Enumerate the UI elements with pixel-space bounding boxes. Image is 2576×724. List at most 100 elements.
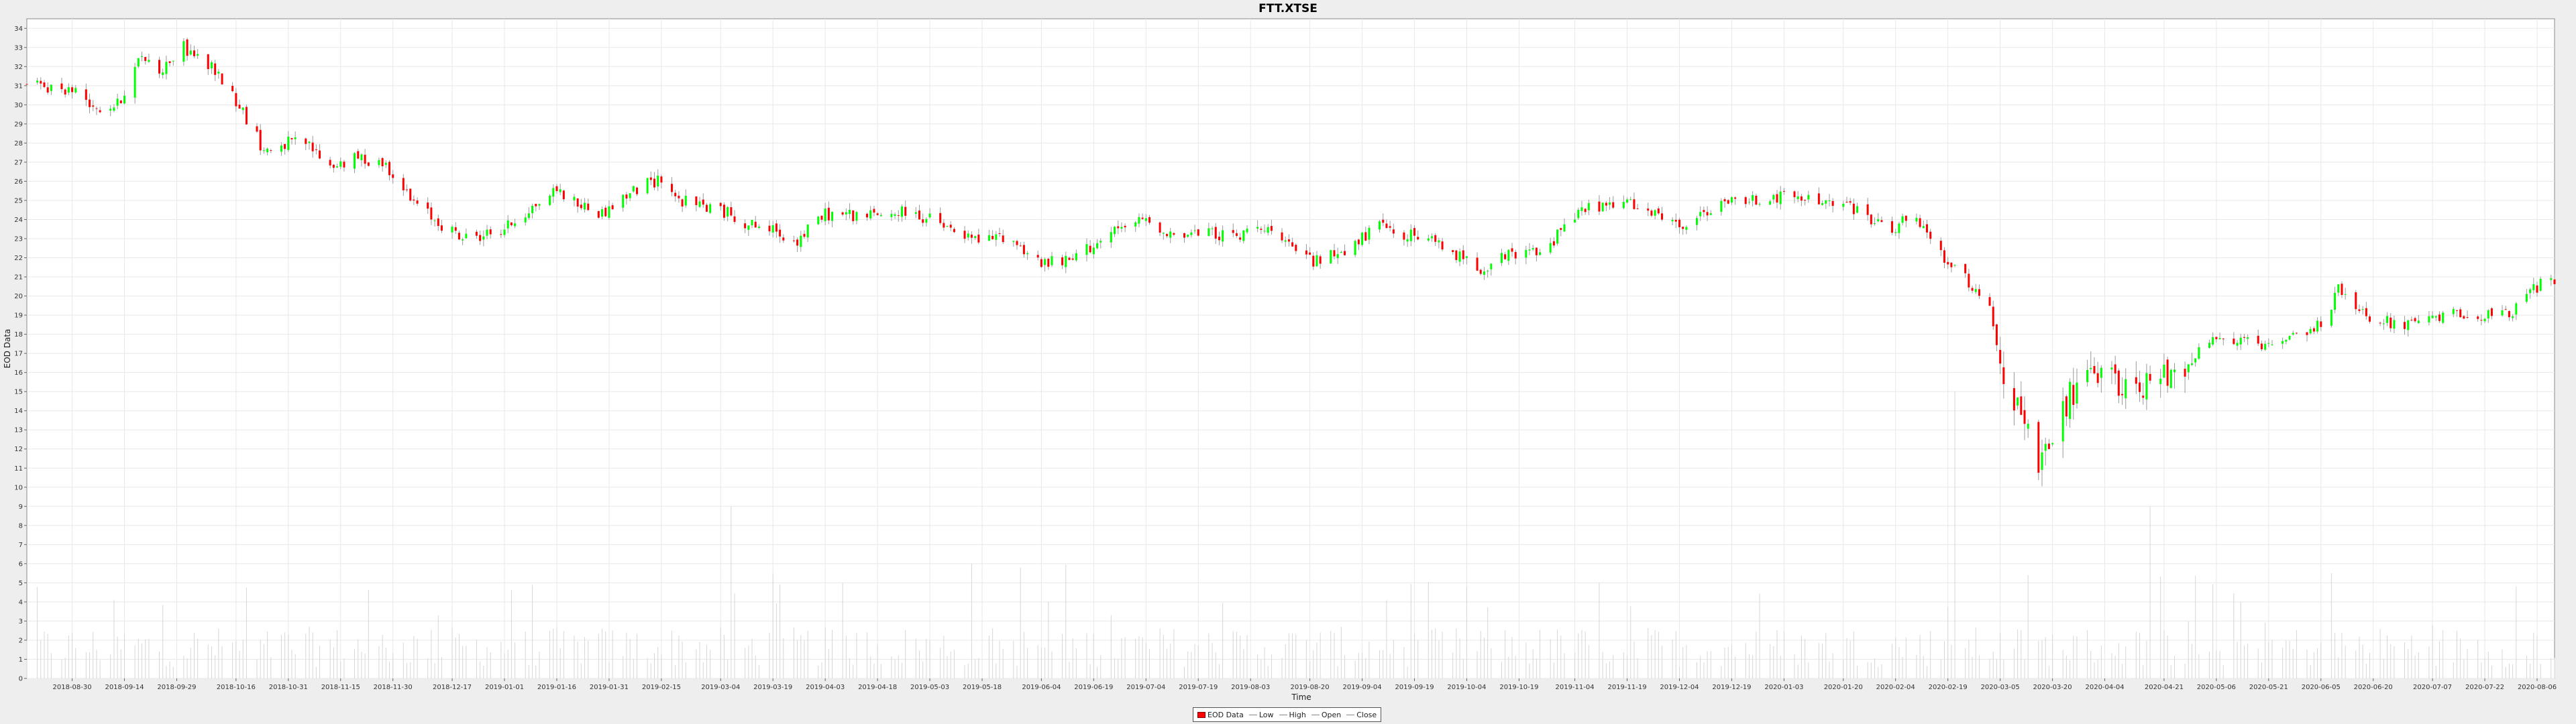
candle-up [2051, 442, 2054, 444]
candle-up [2264, 343, 2267, 350]
candle-up [849, 210, 851, 215]
candle-down [1657, 208, 1660, 214]
y-tick-label: 21 [14, 274, 23, 282]
candle-up [2076, 382, 2078, 404]
candle-up [1500, 253, 1503, 263]
candle-down [1218, 237, 1220, 241]
candle-down [2037, 422, 2040, 473]
candle-up [506, 220, 509, 229]
candle-up [531, 205, 534, 214]
x-tick-label: 2018-09-29 [157, 684, 196, 691]
candle-up [869, 210, 872, 219]
candle-down [1978, 289, 1980, 296]
candle-down [1706, 212, 1709, 216]
candle-up [800, 235, 802, 247]
candle-down [1939, 241, 1942, 251]
candle-down [2135, 377, 2137, 384]
x-tick-label: 2019-01-16 [537, 684, 576, 691]
candle-up [527, 213, 530, 219]
candle-up [2163, 364, 2165, 378]
candle-down [2365, 308, 2367, 316]
x-tick-label: 2020-02-19 [1929, 684, 1968, 691]
candle-down [1389, 226, 1391, 228]
x-tick-label: 2020-05-21 [2249, 684, 2288, 691]
x-tick-label: 2019-11-04 [1556, 684, 1595, 691]
candle-down [1682, 227, 1684, 229]
candle-down [2149, 373, 2151, 381]
candle-up [538, 204, 541, 206]
x-tick-label: 2020-03-20 [2033, 684, 2072, 691]
candle-down [2390, 317, 2392, 328]
candle-down [1880, 220, 1883, 223]
candle-down [1148, 217, 1151, 223]
candle-down [722, 204, 725, 218]
candle-down [2047, 443, 2050, 449]
candle-down [1260, 229, 1263, 230]
candle-down [625, 194, 628, 199]
candle-up [1626, 199, 1629, 203]
candle-up [486, 229, 488, 236]
x-tick-label: 2019-06-19 [1074, 684, 1113, 691]
candle-down [1992, 306, 1994, 326]
candle-up [2386, 316, 2389, 323]
candle-up [1556, 229, 1559, 244]
candle-up [1609, 202, 1611, 205]
candle-up [1085, 244, 1088, 255]
candle-down [1305, 250, 1307, 255]
chart-legend: EOD Data Low High Open Close [1193, 707, 1382, 722]
y-tick-label: 22 [14, 255, 23, 262]
candle-down [2369, 316, 2371, 322]
candle-up [1563, 224, 1566, 232]
candle-up [2330, 310, 2332, 326]
candle-down [2312, 328, 2315, 332]
candle-down [1232, 230, 1234, 233]
candle-down [193, 50, 195, 56]
candle-up [2145, 373, 2148, 400]
candle-up [946, 226, 949, 227]
candle-down [270, 150, 272, 152]
candle-down [1309, 252, 1311, 255]
candle-up [1134, 222, 1137, 227]
y-tick-label: 20 [14, 293, 23, 300]
candle-up [1330, 249, 1332, 264]
candle-up [2090, 367, 2092, 369]
candle-down [1504, 254, 1507, 259]
candle-up [995, 234, 998, 240]
candle-down [1392, 229, 1395, 234]
candle-up [549, 195, 551, 205]
y-tick-label: 5 [19, 580, 23, 587]
candle-down [1535, 247, 1538, 255]
candle-up [1532, 248, 1534, 250]
candle-up [2334, 292, 2337, 310]
candle-up [217, 71, 220, 74]
x-tick-label: 2020-03-05 [1981, 684, 2020, 691]
candle-down [1988, 297, 1991, 306]
candle-up [2344, 294, 2347, 295]
chart-title: FTT.XTSE [1258, 2, 1318, 15]
y-tick-label: 33 [14, 44, 23, 52]
candle-up [109, 109, 112, 111]
candle-up [1587, 202, 1590, 210]
candle-down [1417, 237, 1419, 240]
x-tick-label: 2019-01-31 [590, 684, 629, 691]
candle-down [604, 207, 607, 217]
candle-up [2086, 369, 2089, 383]
candle-down [1040, 259, 1042, 267]
candle-down [357, 151, 360, 159]
candle-down [904, 206, 907, 216]
candle-down [702, 199, 704, 205]
candle-up [165, 62, 168, 74]
candle-down [1929, 231, 1932, 239]
candle-down [730, 207, 733, 216]
candle-up [2212, 337, 2214, 345]
candle-up [378, 160, 380, 166]
candle-up [552, 188, 555, 197]
candle-up [1709, 213, 1712, 215]
candle-up [262, 150, 265, 152]
candle-down [1357, 239, 1360, 245]
candle-up [2512, 316, 2514, 318]
candle-down [1479, 269, 1482, 274]
candle-up [1622, 202, 1625, 208]
candle-down [660, 176, 663, 183]
candle-down [1800, 196, 1803, 201]
